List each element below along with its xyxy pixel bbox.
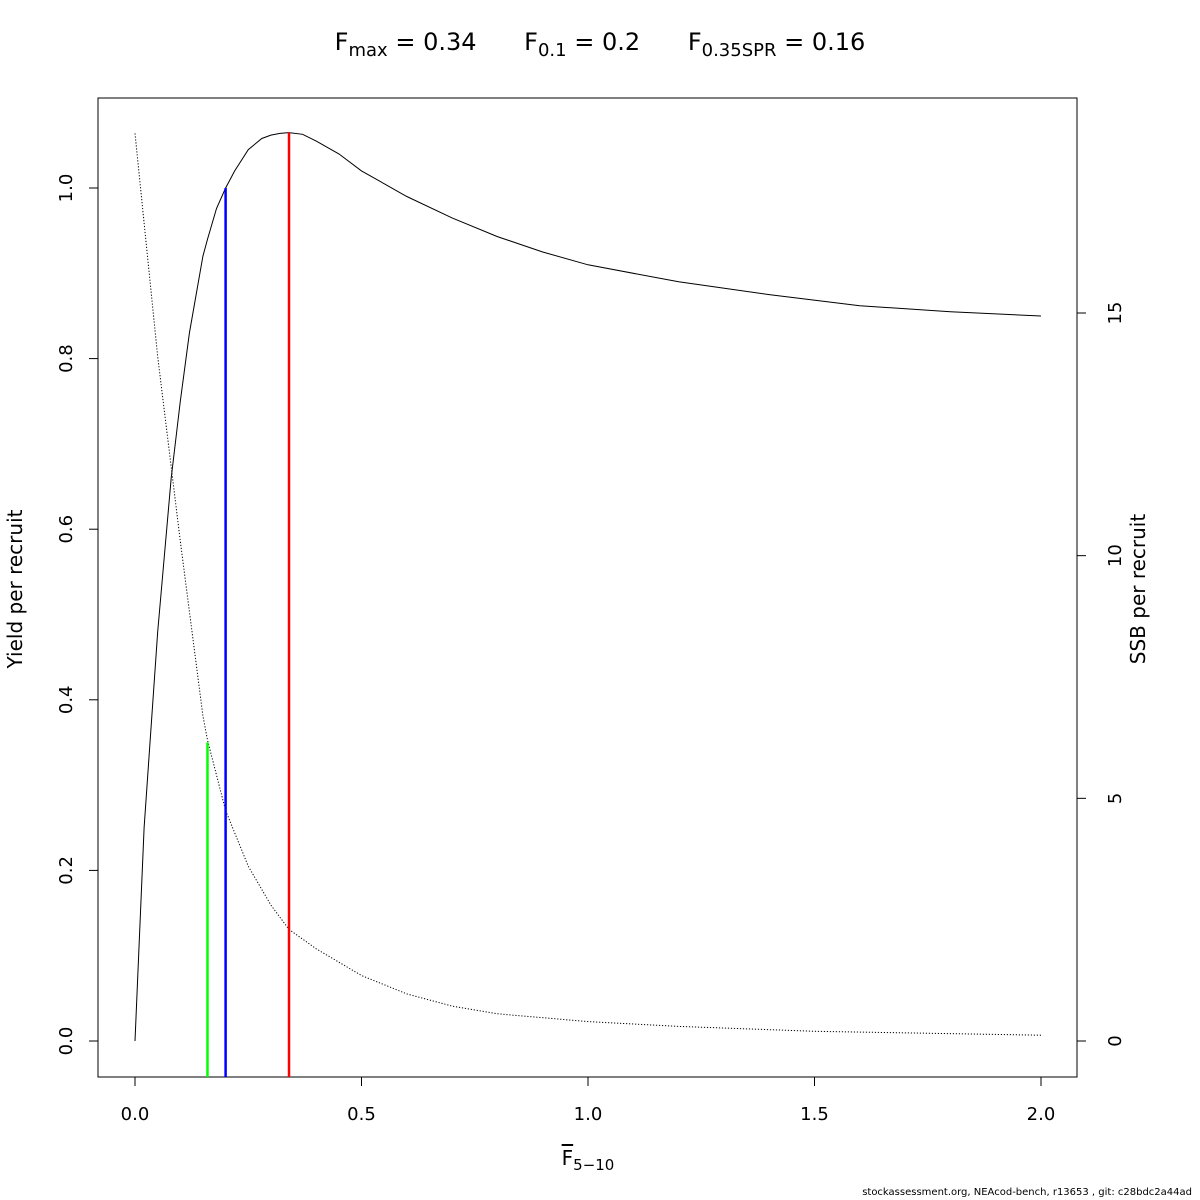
y-left-tick-label: 0.0 <box>56 1027 77 1056</box>
x-axis-label: F5−10 <box>561 1146 615 1174</box>
y-right-tick-label: 0 <box>1105 1035 1126 1046</box>
yield-per-recruit-line <box>134 132 1042 1042</box>
x-tick-label: 1.5 <box>800 1104 829 1125</box>
y-left-tick-label: 0.4 <box>56 685 77 714</box>
chart-title: Fmax = 0.34 F0.1 = 0.2 F0.35SPR = 0.16 <box>0 28 1200 61</box>
y-right-tick-label: 15 <box>1105 302 1126 325</box>
x-tick-label: 1.0 <box>574 1104 603 1125</box>
title-f01: F0.1 = 0.2 <box>524 28 641 61</box>
title-fspr: F0.35SPR = 0.16 <box>687 28 866 61</box>
y-right-tick-label: 10 <box>1105 544 1126 567</box>
x-tick-label: 0.0 <box>121 1104 150 1125</box>
ssb-per-recruit-line <box>134 133 1042 1036</box>
title-fmax: Fmax = 0.34 <box>334 28 477 61</box>
y-right-axis-label: SSB per recruit <box>1126 514 1150 665</box>
y-right-tick-label: 5 <box>1105 793 1126 804</box>
y-left-tick-label: 0.6 <box>56 515 77 544</box>
y-left-axis-label: Yield per recruit <box>3 509 27 669</box>
y-left-tick-label: 0.2 <box>56 856 77 885</box>
x-tick-label: 0.5 <box>347 1104 376 1125</box>
footer-source: stockassessment.org, NEAcod-bench, r1365… <box>862 1187 1192 1198</box>
x-tick-label: 2.0 <box>1027 1104 1056 1125</box>
plot-frame <box>97 97 1078 1078</box>
y-left-tick-label: 1.0 <box>56 174 77 203</box>
y-left-tick-label: 0.8 <box>56 344 77 373</box>
